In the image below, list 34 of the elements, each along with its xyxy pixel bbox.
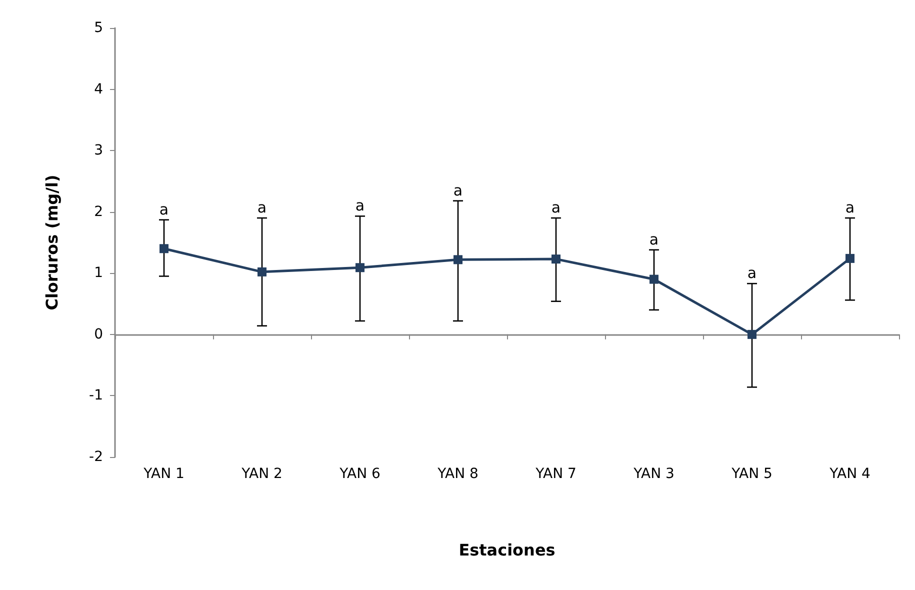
x-axis-title: Estaciones	[458, 540, 556, 560]
x-tick-label: YAN 7	[534, 466, 576, 482]
point	[650, 274, 658, 284]
point	[552, 254, 560, 264]
y-tick-label: -2	[89, 449, 103, 465]
x-tick-label: YAN 6	[338, 466, 381, 482]
x-tick-label: YAN 3	[632, 466, 674, 482]
point	[748, 330, 756, 339]
point	[356, 263, 364, 272]
y-tick-label: 4	[94, 81, 104, 98]
y-tick-label: 1	[94, 265, 103, 282]
annotation: a	[551, 198, 561, 216]
y-axis-title: Cloruros (mg/l)	[42, 174, 62, 310]
y-tick-label: 5	[94, 20, 103, 36]
point	[160, 244, 168, 254]
x-tick-label: YAN 2	[240, 466, 282, 482]
annotation: a	[355, 196, 365, 215]
annotation: a	[159, 200, 169, 218]
point	[454, 255, 462, 264]
point	[258, 267, 266, 276]
x-tick-label: YAN 4	[828, 466, 871, 482]
annotation: a	[845, 198, 855, 216]
x-tick-label: YAN 5	[730, 466, 772, 482]
point	[846, 254, 854, 263]
annotation: a	[257, 198, 267, 216]
y-tick-label: 3	[94, 142, 103, 159]
y-tick-label: -1	[89, 388, 103, 404]
annotation: a	[649, 230, 659, 248]
annotation: a	[453, 181, 463, 200]
y-tick-label: 0	[94, 326, 103, 342]
x-tick-label: YAN 1	[142, 466, 184, 482]
annotation: a	[747, 264, 757, 282]
x-tick-label: YAN 8	[436, 466, 478, 482]
y-tick-label: 2	[94, 204, 103, 220]
